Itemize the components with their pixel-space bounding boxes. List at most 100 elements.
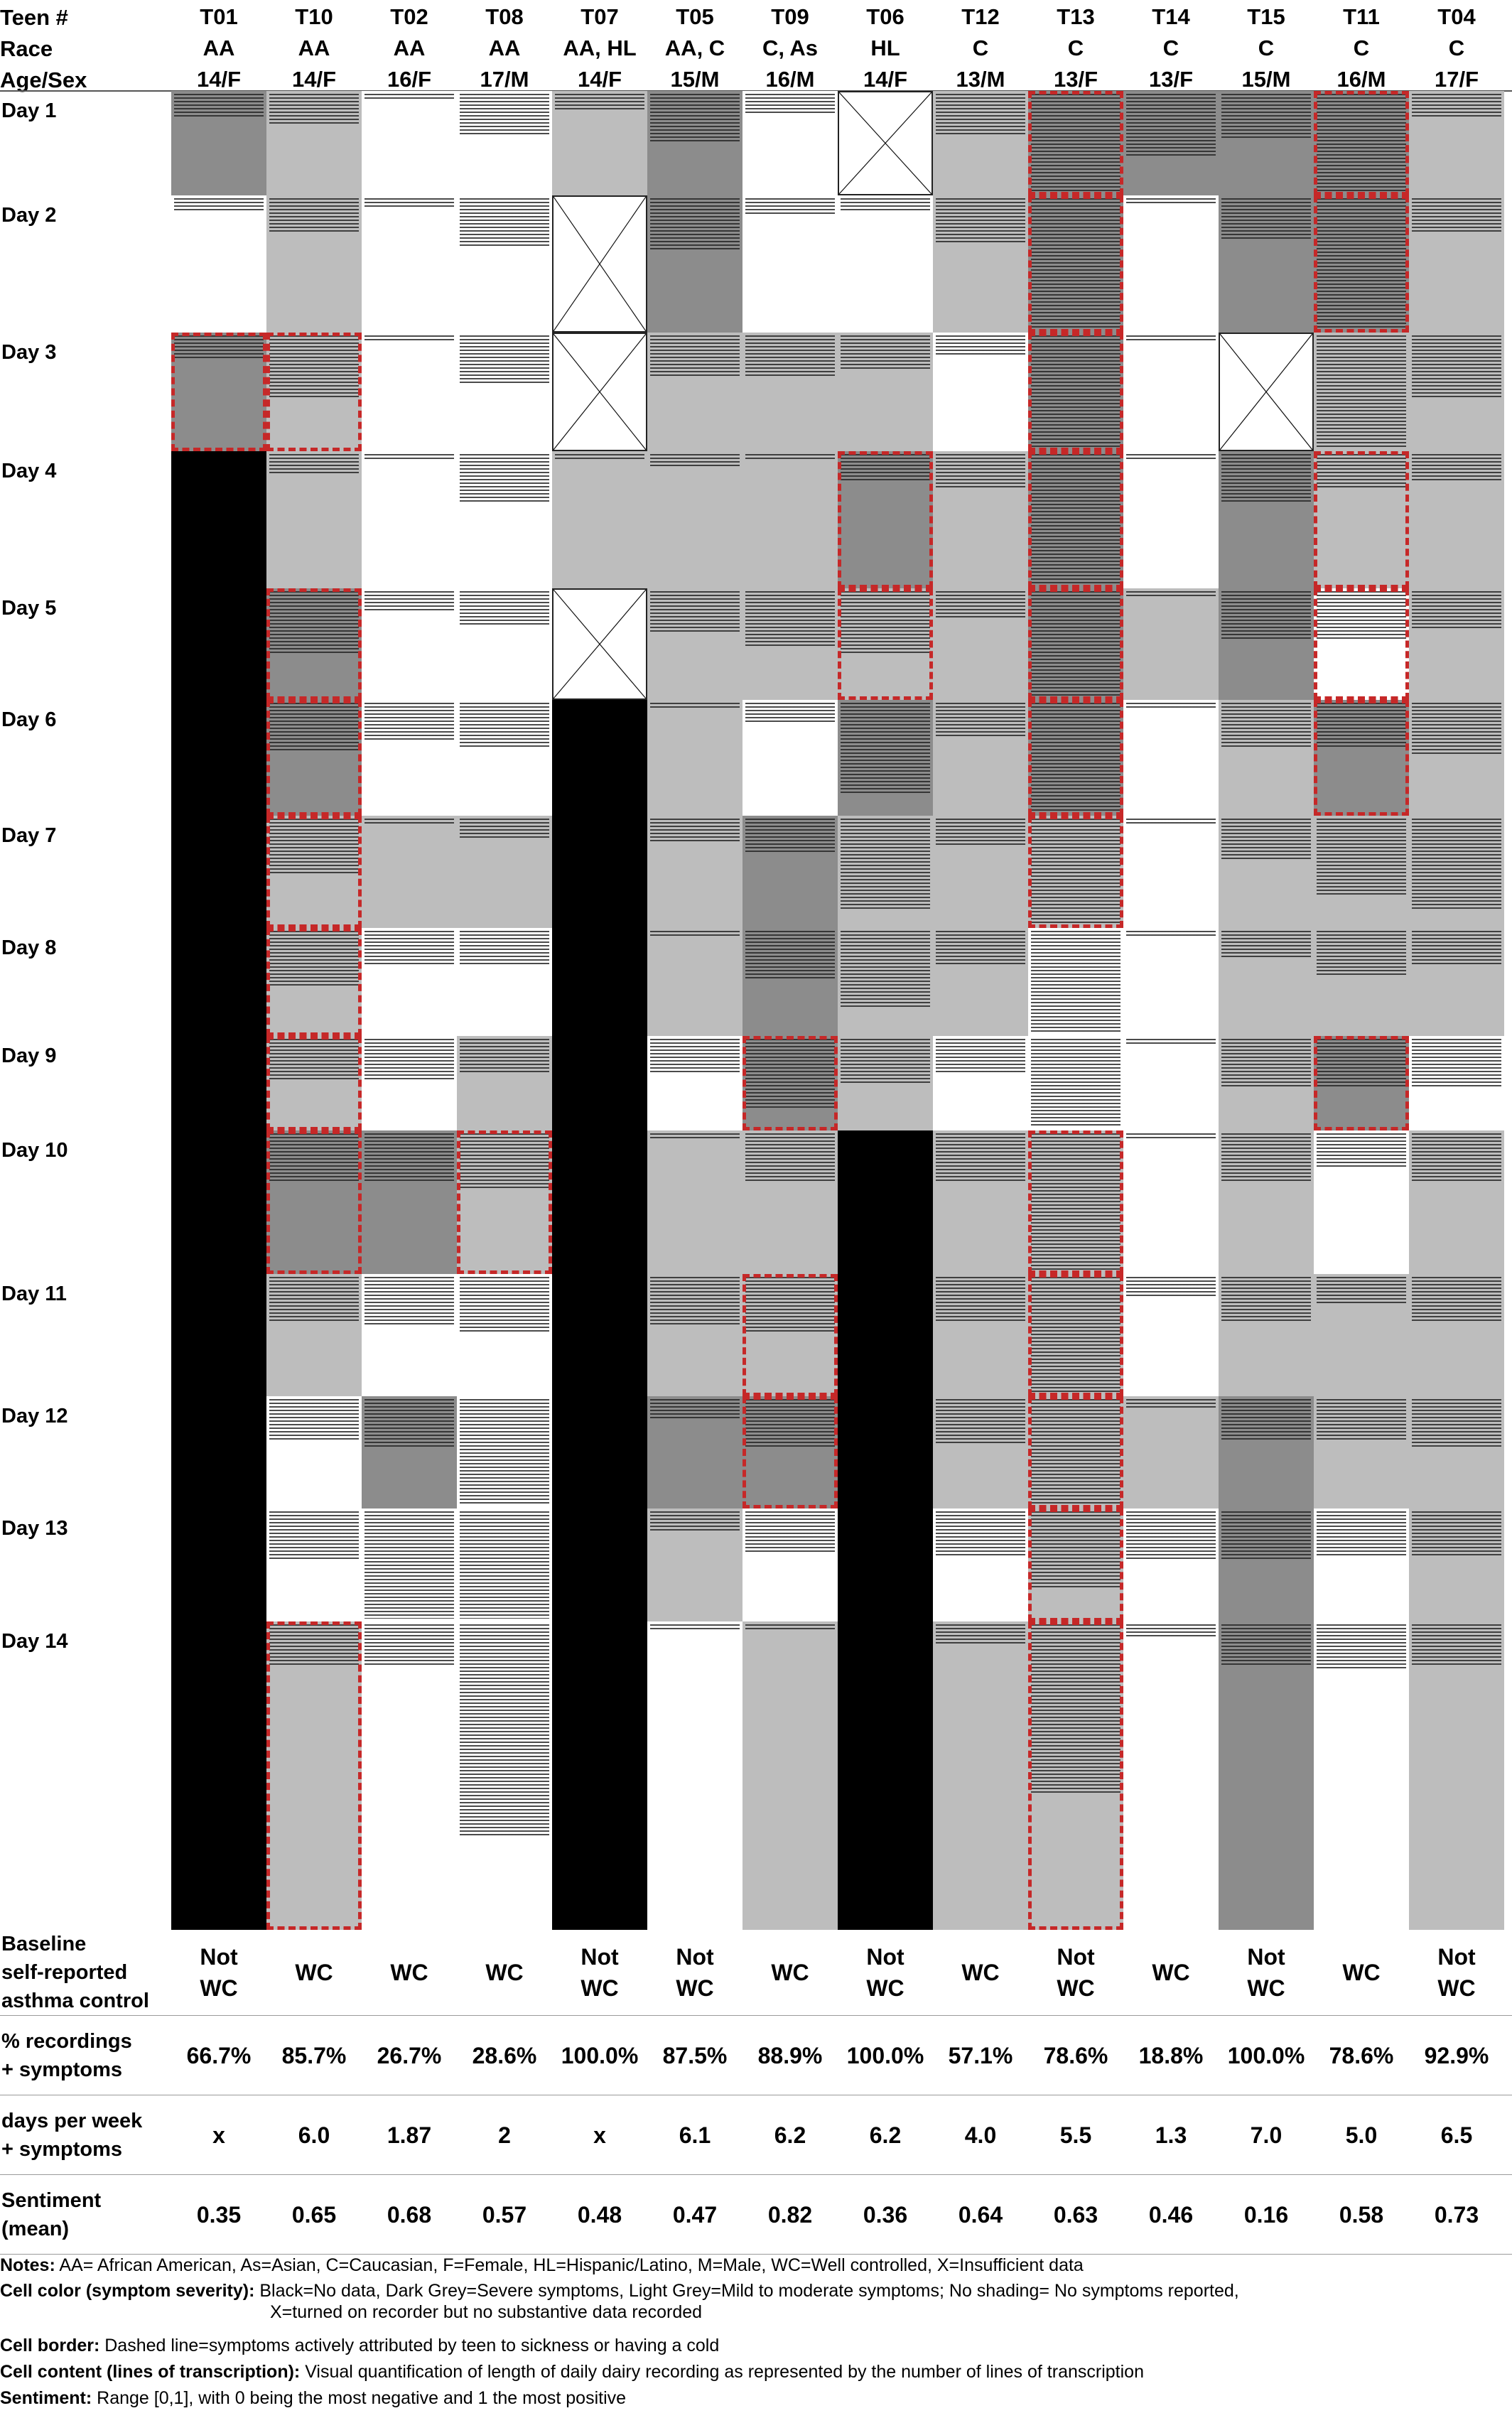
summary-row: days per week + symptoms x 6.0 1.87 2 x 6.1 6.2 6…	[0, 2096, 1512, 2174]
transcription-lines	[460, 1624, 549, 1837]
transcription-lines	[460, 1039, 549, 1074]
summary-value: 87.5%	[662, 2043, 728, 2068]
transcription-lines	[936, 335, 1025, 357]
transcription-lines	[269, 1399, 359, 1442]
diary-cell	[1219, 451, 1314, 588]
summary-value: 100.0%	[846, 2043, 924, 2068]
diary-cell	[266, 91, 362, 195]
legend-note: Notes: AA= African American, As=Asian, C…	[0, 2255, 1084, 2276]
teen-header-t07: T07 AA, HL 14/F	[552, 1, 647, 95]
transcription-lines	[269, 1624, 359, 1667]
teen-id: T08	[485, 4, 524, 29]
transcription-lines	[269, 819, 359, 875]
teen-age-sex: 17/M	[480, 67, 529, 92]
summary-value-text: Not WC	[866, 1944, 904, 2001]
diary-cell	[362, 588, 457, 700]
transcription-lines	[841, 1039, 930, 1085]
diary-cell	[171, 1036, 266, 1130]
transcription-lines	[745, 703, 835, 724]
summary-value: 6.0	[298, 2122, 330, 2148]
transcription-lines	[936, 819, 1025, 847]
transcription-lines	[745, 1133, 835, 1183]
teen-race: C	[1067, 36, 1084, 60]
transcription-lines	[269, 703, 359, 752]
diary-cell	[1123, 333, 1219, 451]
transcription-lines	[1126, 1133, 1216, 1140]
header-row-label: Race	[0, 36, 53, 61]
transcription-lines	[650, 94, 740, 144]
transcription-lines	[1317, 198, 1406, 330]
header-row-label: Age/Sex	[0, 68, 87, 92]
teen-race: C	[1353, 36, 1370, 60]
diary-cell	[647, 1130, 742, 1274]
transcription-lines	[460, 703, 549, 749]
teen-age-sex: 16/F	[387, 67, 432, 92]
diary-cell	[1123, 451, 1219, 588]
diary-cell	[647, 1036, 742, 1130]
transcription-lines	[1412, 703, 1501, 756]
diary-cell	[647, 1274, 742, 1396]
transcription-lines	[1317, 703, 1406, 749]
diary-cell	[1409, 1130, 1504, 1274]
diary-cell	[933, 1396, 1028, 1508]
summary-value-text: Not WC	[676, 1944, 714, 2001]
diary-cell	[1314, 1396, 1409, 1508]
diary-cell	[552, 1036, 647, 1130]
diary-cell	[1028, 816, 1123, 928]
diary-cell	[266, 195, 362, 333]
diary-cell	[742, 195, 838, 333]
transcription-lines	[174, 335, 264, 360]
transcription-lines	[460, 931, 549, 966]
teen-age-sex: 15/M	[670, 67, 720, 92]
teen-header-t08: T08 AA 17/M	[457, 1, 552, 95]
transcription-lines	[1317, 591, 1406, 641]
transcription-lines	[1221, 1277, 1311, 1323]
transcription-lines	[1126, 1511, 1216, 1561]
day-label: Day 9	[1, 1045, 57, 1067]
diary-cell	[933, 700, 1028, 816]
summary-value-text: Not WC	[1057, 1944, 1095, 2001]
teen-header-t14: T14 C 13/F	[1123, 1, 1219, 95]
transcription-lines	[364, 198, 454, 209]
transcription-lines	[745, 454, 835, 461]
transcription-lines	[745, 931, 835, 981]
diary-cell	[266, 588, 362, 700]
teen-header-t10: T10 AA 14/F	[266, 1, 362, 95]
transcription-lines	[460, 591, 549, 627]
summary-value: 0.73	[1434, 2202, 1479, 2228]
teen-race: AA	[393, 36, 426, 60]
transcription-lines	[269, 94, 359, 126]
diary-cell	[362, 91, 457, 195]
diary-cell	[1028, 928, 1123, 1036]
transcription-lines	[1317, 335, 1406, 448]
transcription-lines	[1221, 1399, 1311, 1442]
summary-label-line: self-reported	[1, 1961, 128, 1984]
summary-value: 4.0	[964, 2122, 997, 2148]
diary-cell	[171, 1274, 266, 1396]
transcription-lines	[650, 819, 740, 843]
transcription-lines	[841, 703, 930, 795]
transcription-lines	[1221, 1039, 1311, 1089]
transcription-lines	[1412, 454, 1501, 482]
diary-cell	[1314, 1130, 1409, 1274]
diary-cell	[933, 451, 1028, 588]
transcription-lines	[745, 1511, 835, 1554]
summary-value: 57.1%	[948, 2043, 1013, 2068]
diary-cell	[647, 333, 742, 451]
transcription-lines	[1317, 1039, 1406, 1089]
diary-cell	[1123, 700, 1219, 816]
header-row-label: Teen #	[0, 5, 68, 30]
diary-cell	[1314, 1274, 1409, 1396]
insufficient-data-x-mark	[839, 92, 932, 194]
insufficient-data-x-mark	[554, 334, 646, 450]
diary-cell	[457, 1130, 552, 1274]
transcription-lines	[174, 94, 264, 119]
teen-age-sex: 14/F	[577, 67, 622, 92]
diary-cell	[838, 333, 933, 451]
summary-row-label: days per week + symptoms	[1, 2107, 142, 2164]
diary-cell	[362, 1508, 457, 1621]
diary-cell	[552, 816, 647, 928]
teen-age-sex: 16/M	[765, 67, 815, 92]
transcription-lines	[1221, 94, 1311, 140]
transcription-lines	[1031, 454, 1120, 585]
